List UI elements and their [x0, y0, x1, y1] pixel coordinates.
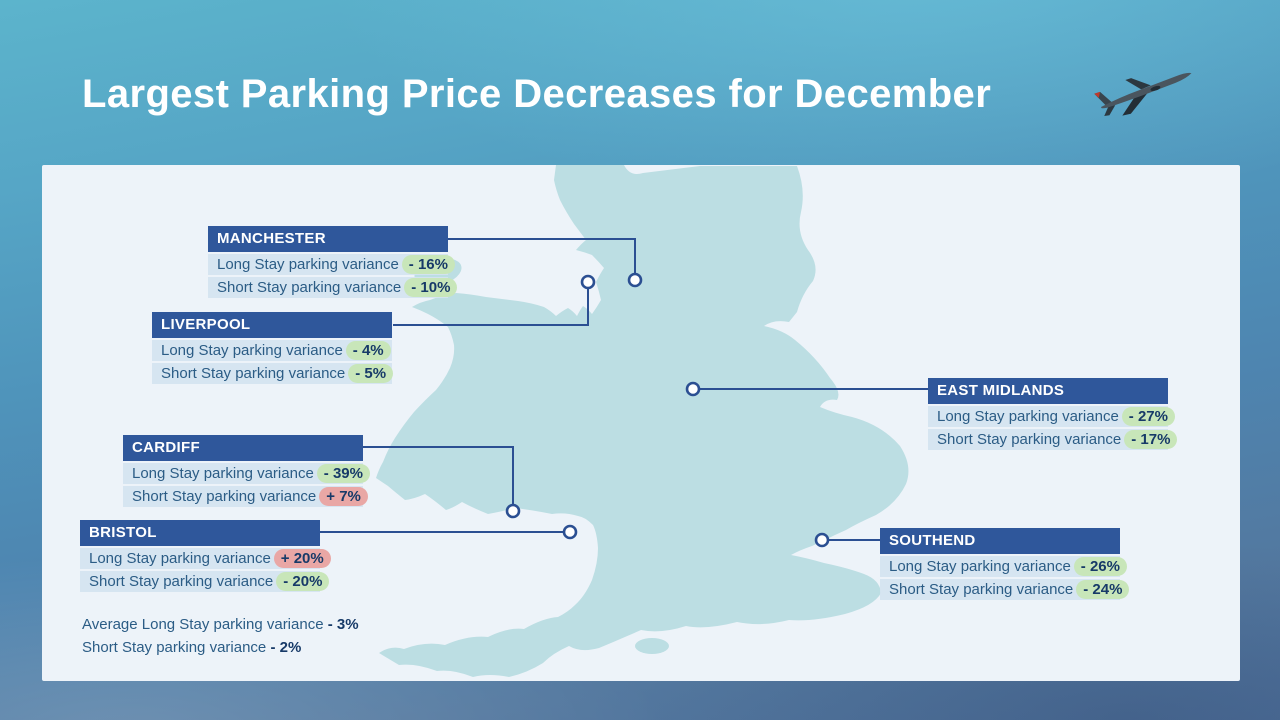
long-stay-row: Long Stay parking variance - 16% [208, 254, 455, 275]
short-stay-label: Short Stay parking variance [889, 581, 1074, 598]
map-panel: MANCHESTER Long Stay parking variance - … [42, 165, 1240, 681]
map-marker-east-midlands [685, 381, 701, 397]
variance-badge: - 16% [401, 255, 455, 274]
uk-map-shape [376, 165, 909, 677]
connector-line-manchester [448, 238, 636, 273]
callout-title: SOUTHEND [880, 528, 1120, 554]
callout-title: CARDIFF [123, 435, 363, 461]
short-stay-row: Short Stay parking variance - 5% [152, 363, 394, 384]
variance-badge: - 27% [1121, 407, 1175, 426]
average-long-stay-value: - 3% [327, 616, 359, 633]
map-marker-cardiff [505, 503, 521, 519]
variance-badge: - 39% [316, 464, 370, 483]
short-stay-row: Short Stay parking variance - 10% [208, 277, 458, 298]
callout-title: EAST MIDLANDS [928, 378, 1168, 404]
short-stay-label: Short Stay parking variance [937, 431, 1122, 448]
map-marker-bristol [562, 524, 578, 540]
variance-badge: - 26% [1073, 557, 1127, 576]
long-stay-row: Long Stay parking variance - 4% [152, 340, 392, 361]
callout-east-midlands: EAST MIDLANDS Long Stay parking variance… [928, 378, 1178, 450]
short-stay-row: Short Stay parking variance - 20% [80, 571, 330, 592]
long-stay-row: Long Stay parking variance + 20% [80, 548, 331, 569]
page-title: Largest Parking Price Decreases for Dece… [82, 72, 992, 116]
long-stay-row: Long Stay parking variance - 39% [123, 463, 370, 484]
long-stay-label: Long Stay parking variance [132, 465, 314, 482]
short-stay-row: Short Stay parking variance - 24% [880, 579, 1130, 600]
callout-title: BRISTOL [80, 520, 320, 546]
map-marker-southend [814, 532, 830, 548]
variance-badge: - 10% [404, 278, 458, 297]
long-stay-row: Long Stay parking variance - 27% [928, 406, 1175, 427]
callout-southend: SOUTHEND Long Stay parking variance - 26… [880, 528, 1130, 600]
variance-badge: - 17% [1124, 430, 1178, 449]
variance-badge: - 20% [276, 572, 330, 591]
average-long-stay-line: Average Long Stay parking variance - 3% [82, 613, 359, 636]
variance-badge: - 24% [1076, 580, 1130, 599]
long-stay-row: Long Stay parking variance - 26% [880, 556, 1127, 577]
average-long-stay-label: Average Long Stay parking variance [82, 616, 324, 633]
long-stay-label: Long Stay parking variance [161, 342, 343, 359]
long-stay-label: Long Stay parking variance [889, 558, 1071, 575]
connector-line-cardiff [360, 446, 514, 504]
short-stay-label: Short Stay parking variance [161, 365, 346, 382]
short-stay-row: Short Stay parking variance - 17% [928, 429, 1178, 450]
long-stay-label: Long Stay parking variance [937, 408, 1119, 425]
callout-liverpool: LIVERPOOL Long Stay parking variance - 4… [152, 312, 394, 384]
average-short-stay-line: Short Stay parking variance - 2% [82, 636, 359, 659]
callout-cardiff: CARDIFF Long Stay parking variance - 39%… [123, 435, 370, 507]
short-stay-row: Short Stay parking variance + 7% [123, 486, 368, 507]
long-stay-label: Long Stay parking variance [89, 550, 271, 567]
connector-line-liverpool [393, 289, 589, 326]
variance-badge: + 7% [319, 487, 368, 506]
average-variance-note: Average Long Stay parking variance - 3% … [82, 613, 359, 659]
short-stay-label: Short Stay parking variance [217, 279, 402, 296]
airplane-icon [1094, 72, 1192, 117]
average-short-stay-label: Short Stay parking variance [82, 639, 267, 656]
callout-title: MANCHESTER [208, 226, 448, 252]
callout-title: LIVERPOOL [152, 312, 392, 338]
map-marker-manchester [627, 272, 643, 288]
long-stay-label: Long Stay parking variance [217, 256, 399, 273]
short-stay-label: Short Stay parking variance [132, 488, 317, 505]
average-short-stay-value: - 2% [270, 639, 302, 656]
callout-manchester: MANCHESTER Long Stay parking variance - … [208, 226, 458, 298]
map-marker-liverpool [580, 274, 596, 290]
short-stay-label: Short Stay parking variance [89, 573, 274, 590]
variance-badge: - 4% [345, 341, 391, 360]
variance-badge: - 5% [348, 364, 394, 383]
callout-bristol: BRISTOL Long Stay parking variance + 20%… [80, 520, 331, 592]
variance-badge: + 20% [273, 549, 331, 568]
